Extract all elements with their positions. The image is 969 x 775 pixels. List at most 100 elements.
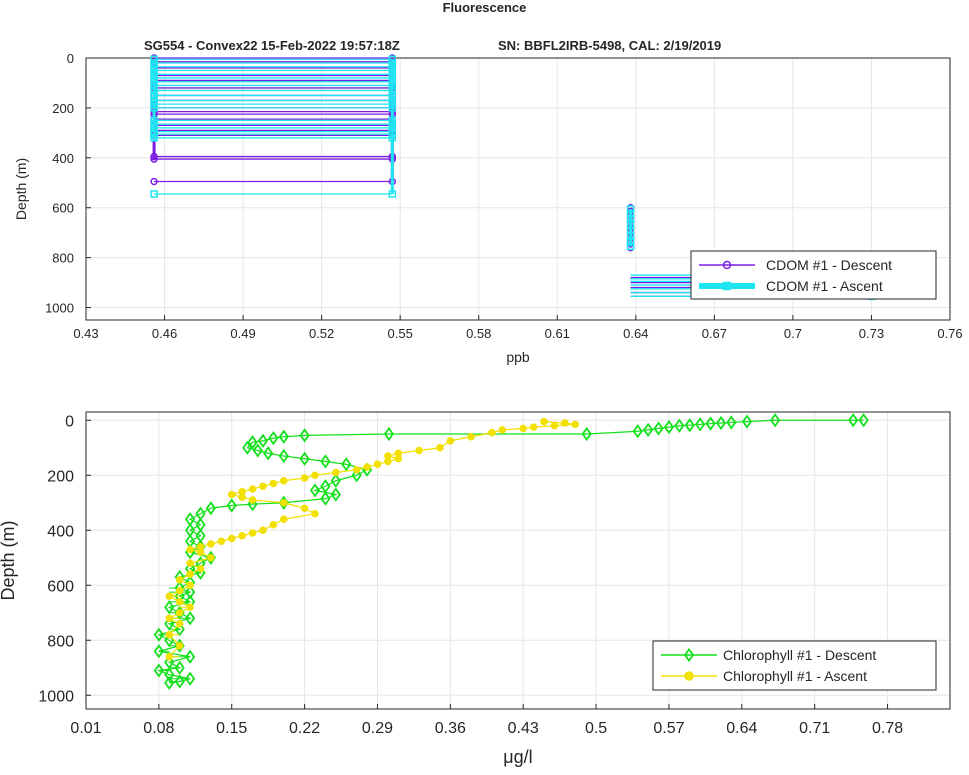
data-point <box>252 443 263 458</box>
data-point <box>626 205 635 213</box>
y-tick-label: 600 <box>47 578 74 595</box>
data-point <box>626 232 635 241</box>
data-point <box>186 603 194 611</box>
data-point <box>247 435 258 450</box>
data-point <box>150 152 158 161</box>
figure-subtitle-left: SG554 - Convex22 15-Feb-2022 19:57:18Z <box>144 38 400 53</box>
data-point <box>383 426 395 442</box>
data-point <box>184 671 196 686</box>
y-axis-label: Depth (m) <box>0 520 18 600</box>
x-tick-label: 0.71 <box>799 720 830 737</box>
data-point <box>488 428 496 437</box>
data-point <box>175 609 184 617</box>
x-tick-label: 0.67 <box>702 326 727 341</box>
data-point <box>320 491 331 506</box>
data-point <box>153 663 164 678</box>
legend-entry: Chlorophyll #1 - Ascent <box>723 668 867 684</box>
x-axis-label: μg/l <box>503 747 532 767</box>
data-point <box>259 526 267 534</box>
legend-marker <box>722 281 732 291</box>
data-point <box>238 493 246 501</box>
data-point <box>150 155 158 163</box>
data-point <box>186 581 194 589</box>
x-tick-label: 0.49 <box>230 326 255 341</box>
y-tick-label: 800 <box>47 633 74 650</box>
data-point <box>257 433 269 449</box>
data-point <box>858 413 869 428</box>
data-point <box>384 457 392 466</box>
data-point <box>207 540 215 548</box>
data-point <box>268 430 279 446</box>
data-point <box>150 91 158 100</box>
data-point <box>184 584 196 600</box>
data-point <box>632 424 643 439</box>
data-point <box>153 644 164 659</box>
data-point <box>226 498 237 513</box>
axes-box <box>85 57 951 321</box>
data-point <box>165 592 174 600</box>
data-point <box>269 521 278 529</box>
data-point <box>280 499 288 507</box>
x-tick-label: 0.22 <box>289 720 320 737</box>
data-point <box>196 548 205 556</box>
data-point <box>715 415 727 431</box>
data-point <box>581 426 592 442</box>
data-point <box>311 471 319 479</box>
y-tick-label: 200 <box>47 468 74 485</box>
legend-entry: Chlorophyll #1 - Descent <box>723 647 876 663</box>
x-axis-label: ppb <box>506 349 530 365</box>
data-point <box>174 674 185 689</box>
data-point <box>165 614 174 622</box>
y-tick-label: 200 <box>52 101 74 116</box>
data-point <box>205 501 217 516</box>
y-tick-label: 400 <box>47 523 74 540</box>
data-point <box>741 414 753 429</box>
legend-entry: CDOM #1 - Descent <box>766 257 892 273</box>
x-tick-label: 0.64 <box>623 326 648 341</box>
data-point <box>550 422 559 430</box>
figure-title: Fluorescence <box>442 0 527 15</box>
x-tick-label: 0.58 <box>466 326 491 341</box>
x-tick-label: 0.5 <box>585 720 607 737</box>
data-point <box>150 86 158 95</box>
data-point <box>388 190 397 198</box>
data-point <box>388 134 397 142</box>
x-tick-label: 0.01 <box>70 720 101 737</box>
data-point <box>540 417 548 426</box>
data-point <box>373 460 382 468</box>
chlorophyll-plot: 0.01 0.08 0.15 0.22 0.29 0.36 0.43 0.5 0.57 0.64 0… <box>0 411 951 767</box>
x-tick-label: 0.15 <box>216 720 247 737</box>
x-tick-label: 0.08 <box>143 720 174 737</box>
cdom-plot: 0.43 0.46 0.49 0.52 0.55 0.58 0.61 0.64 0.67 0.7 0… <box>13 51 963 365</box>
y-axis-label: Depth (m) <box>13 158 29 220</box>
data-point <box>626 210 635 218</box>
data-point <box>238 532 246 540</box>
data-point <box>186 559 194 567</box>
y-tick-label: 600 <box>52 201 74 216</box>
data-point <box>278 429 289 444</box>
data-point <box>248 496 257 504</box>
data-point <box>174 660 185 675</box>
legend: CDOM #1 - Descent CDOM #1 - Ascent <box>690 250 937 300</box>
data-point <box>186 545 194 554</box>
y-tick-label: 1000 <box>38 688 74 705</box>
data-point <box>309 483 321 498</box>
data-point <box>388 86 397 95</box>
data-point <box>175 598 184 606</box>
x-tick-label: 0.78 <box>872 720 903 737</box>
data-point <box>299 451 310 466</box>
data-point <box>300 474 309 482</box>
data-point <box>165 631 174 639</box>
data-point <box>467 433 475 441</box>
y-tick-label: 400 <box>52 151 74 166</box>
data-point <box>674 418 685 433</box>
legend-marker <box>722 260 732 270</box>
y-tick-label: 800 <box>52 251 74 266</box>
legend-entry: CDOM #1 - Ascent <box>766 278 883 294</box>
x-tick-label: 0.46 <box>152 326 177 341</box>
data-point <box>242 440 253 455</box>
legend-marker <box>684 671 694 681</box>
data-point <box>330 473 341 488</box>
legend-box <box>652 640 937 691</box>
data-point <box>498 426 507 434</box>
